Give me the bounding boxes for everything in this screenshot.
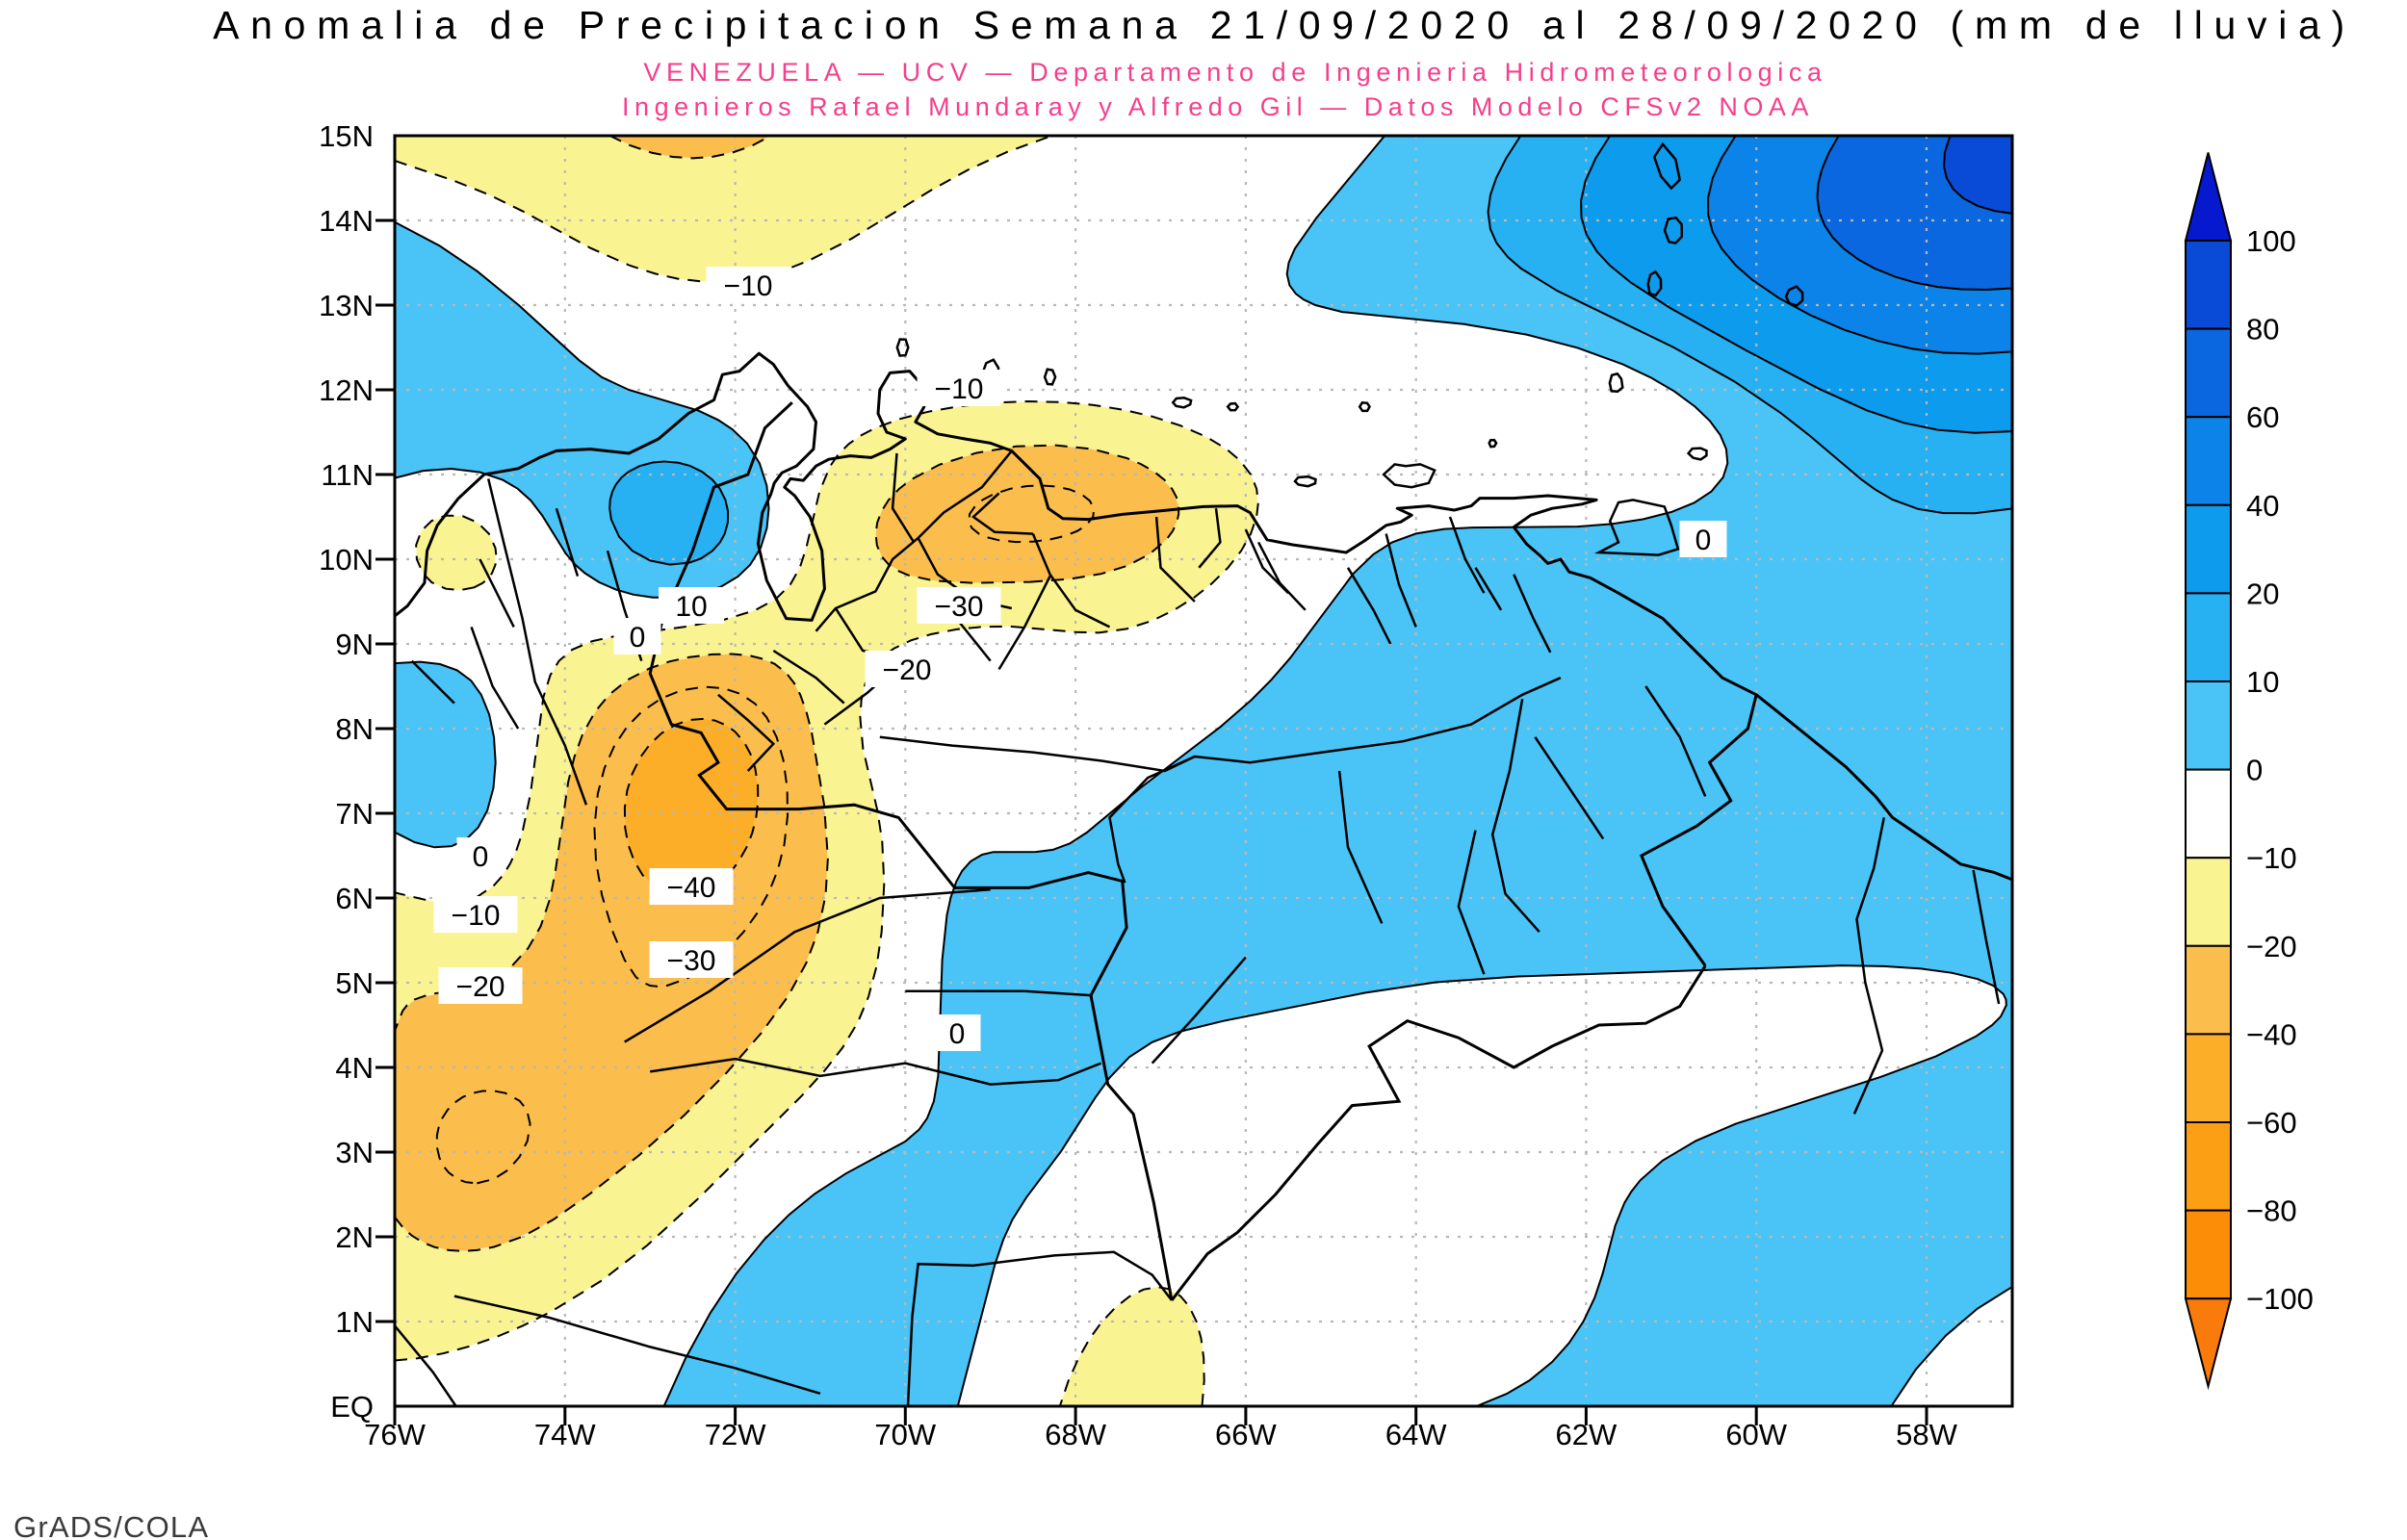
svg-text:0: 0 xyxy=(630,622,646,654)
svg-text:64W: 64W xyxy=(1385,1418,1447,1451)
svg-text:80: 80 xyxy=(2246,313,2279,346)
svg-text:72W: 72W xyxy=(705,1418,766,1451)
svg-text:4N: 4N xyxy=(335,1051,374,1085)
svg-text:−100: −100 xyxy=(2246,1282,2314,1316)
svg-text:EQ: EQ xyxy=(330,1390,374,1424)
svg-text:40: 40 xyxy=(2246,489,2279,523)
svg-text:14N: 14N xyxy=(319,204,374,238)
svg-text:74W: 74W xyxy=(534,1418,596,1451)
svg-text:Anomalia de Precipitacion Sema: Anomalia de Precipitacion Semana 21/09/2… xyxy=(213,3,2356,47)
svg-text:6N: 6N xyxy=(335,882,374,915)
svg-text:3N: 3N xyxy=(335,1136,374,1169)
svg-text:−80: −80 xyxy=(2246,1194,2297,1228)
svg-text:12N: 12N xyxy=(319,373,374,407)
svg-text:60: 60 xyxy=(2246,400,2279,434)
svg-text:−20: −20 xyxy=(2246,930,2297,963)
svg-text:68W: 68W xyxy=(1045,1418,1106,1451)
svg-text:62W: 62W xyxy=(1556,1418,1618,1451)
svg-text:20: 20 xyxy=(2246,577,2279,610)
svg-text:11N: 11N xyxy=(321,458,374,492)
svg-text:1N: 1N xyxy=(335,1305,374,1339)
svg-text:5N: 5N xyxy=(335,966,374,1000)
svg-text:−30: −30 xyxy=(935,591,984,623)
svg-text:76W: 76W xyxy=(364,1418,426,1451)
svg-text:58W: 58W xyxy=(1896,1418,1957,1451)
svg-text:−20: −20 xyxy=(456,971,505,1003)
svg-text:0: 0 xyxy=(949,1018,966,1050)
svg-text:15N: 15N xyxy=(319,119,374,153)
svg-text:−10: −10 xyxy=(935,373,984,405)
svg-text:2N: 2N xyxy=(335,1220,374,1254)
svg-text:10N: 10N xyxy=(319,543,374,577)
svg-text:70W: 70W xyxy=(874,1418,936,1451)
svg-text:Ingenieros Rafael Mundaray y A: Ingenieros Rafael Mundaray y Alfredo Gil… xyxy=(622,92,1814,121)
svg-text:−30: −30 xyxy=(667,945,716,977)
svg-text:GrADS/COLA: GrADS/COLA xyxy=(13,1510,209,1540)
svg-text:100: 100 xyxy=(2246,224,2296,258)
svg-text:−10: −10 xyxy=(724,270,773,302)
svg-text:−40: −40 xyxy=(2246,1017,2297,1051)
svg-text:10: 10 xyxy=(2246,665,2279,699)
svg-text:0: 0 xyxy=(473,841,489,873)
svg-text:VENEZUELA — UCV — Departamento: VENEZUELA — UCV — Departamento de Ingeni… xyxy=(643,58,1826,87)
svg-text:7N: 7N xyxy=(335,797,374,831)
svg-text:−60: −60 xyxy=(2246,1106,2297,1140)
svg-text:9N: 9N xyxy=(335,628,374,661)
svg-text:0: 0 xyxy=(1695,525,1712,556)
svg-text:60W: 60W xyxy=(1725,1418,1787,1451)
svg-text:10: 10 xyxy=(675,591,707,623)
svg-text:0: 0 xyxy=(2246,754,2263,787)
svg-text:8N: 8N xyxy=(335,712,374,746)
svg-text:−40: −40 xyxy=(667,872,716,904)
svg-text:−10: −10 xyxy=(452,900,501,932)
svg-text:−10: −10 xyxy=(2246,841,2297,875)
svg-text:66W: 66W xyxy=(1215,1418,1277,1451)
svg-text:−20: −20 xyxy=(883,654,932,686)
svg-text:13N: 13N xyxy=(319,289,374,322)
